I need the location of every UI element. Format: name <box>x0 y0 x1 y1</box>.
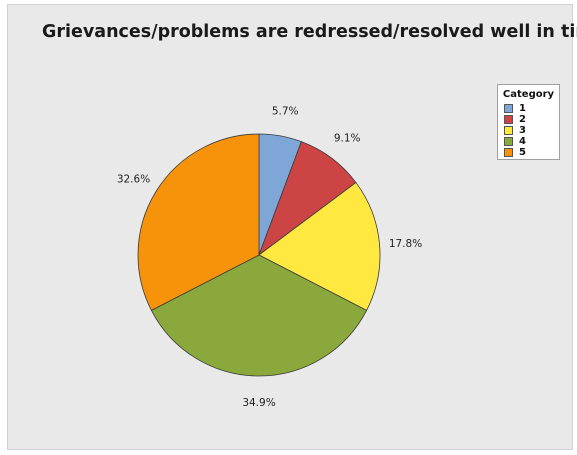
legend-label-1: 1 <box>519 102 526 114</box>
legend-swatch-4 <box>504 136 513 146</box>
legend-swatch-3 <box>504 125 513 135</box>
legend-label-2: 2 <box>519 113 526 125</box>
slice-label-1: 5.7% <box>272 105 299 117</box>
legend-entry-5: 5 <box>504 146 526 158</box>
legend-label-4: 4 <box>519 135 526 147</box>
chart-title: Grievances/problems are redressed/resolv… <box>42 22 577 42</box>
legend-entry-3: 3 <box>504 124 526 136</box>
legend-label-3: 3 <box>519 124 526 136</box>
slice-label-4: 34.9% <box>242 397 275 409</box>
pie-slice-5 <box>137 133 260 311</box>
slice-label-2: 9.1% <box>334 132 361 144</box>
legend-entry-4: 4 <box>504 135 526 147</box>
slice-label-5: 32.6% <box>117 174 150 186</box>
legend-title: Category <box>502 89 555 100</box>
pie-slice-4 <box>150 254 368 377</box>
legend-label-5: 5 <box>519 146 526 158</box>
legend-entry-1: 1 <box>504 102 526 114</box>
legend-swatch-1 <box>504 103 513 113</box>
pie-slice-3 <box>258 182 381 311</box>
legend-swatch-2 <box>504 114 513 124</box>
slice-label-3: 17.8% <box>389 238 422 250</box>
legend-entry-2: 2 <box>504 113 526 125</box>
legend-swatch-5 <box>504 147 513 157</box>
